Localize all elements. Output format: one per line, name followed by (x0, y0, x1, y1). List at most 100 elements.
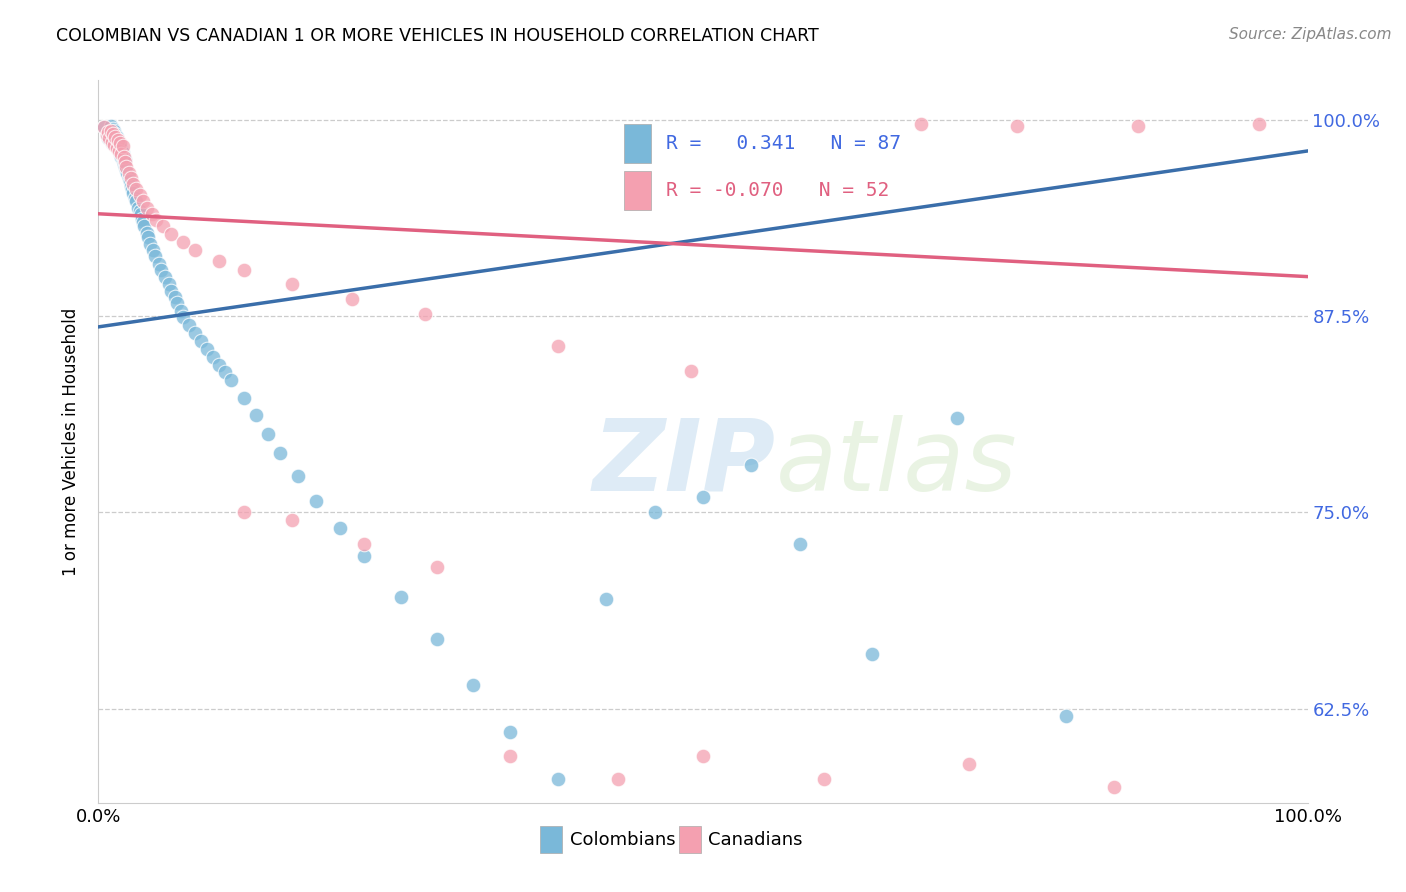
Point (125, 181, 148, 195)
Point (103, 123, 125, 137)
Bar (540, 826, 561, 854)
Point (114, 155, 136, 169)
Point (98, 123, 121, 137)
Point (269, 445, 291, 459)
Point (104, 129, 127, 144)
Point (111, 145, 134, 160)
Point (128, 203, 150, 218)
Point (256, 426, 278, 441)
Point (860, 647, 883, 661)
Text: R = -0.070   N = 52: R = -0.070 N = 52 (665, 181, 889, 200)
Point (498, 748, 520, 763)
Point (107, 133, 129, 147)
Point (108, 139, 131, 153)
Point (122, 177, 145, 191)
Point (110, 150, 132, 164)
Text: COLOMBIAN VS CANADIAN 1 OR MORE VEHICLES IN HOUSEHOLD CORRELATION CHART: COLOMBIAN VS CANADIAN 1 OR MORE VEHICLES… (56, 27, 818, 45)
Point (152, 219, 174, 234)
Point (118, 174, 141, 188)
Point (153, 269, 176, 284)
Point (97, 131, 120, 145)
Point (644, 505, 666, 519)
Point (208, 253, 231, 268)
Point (111, 139, 134, 153)
Point (107, 141, 129, 155)
Point (179, 318, 201, 333)
Point (1249, 117, 1271, 131)
Point (103, 137, 125, 152)
Point (287, 469, 309, 483)
Bar (679, 826, 700, 854)
Point (112, 150, 135, 164)
Point (281, 513, 304, 527)
Point (547, 339, 569, 353)
Point (692, 748, 714, 763)
Point (132, 214, 155, 228)
Point (115, 160, 138, 174)
Point (120, 170, 142, 185)
Point (157, 277, 180, 292)
Point (105, 141, 128, 155)
Point (107, 133, 129, 147)
Point (163, 290, 186, 304)
Point (114, 153, 136, 168)
Point (692, 490, 714, 504)
Point (607, 772, 630, 787)
Point (232, 505, 254, 519)
Point (101, 127, 124, 141)
Point (112, 156, 135, 170)
Point (172, 235, 194, 249)
Point (110, 147, 132, 161)
Point (195, 342, 218, 356)
Point (108, 136, 131, 150)
Point (136, 230, 159, 244)
Point (305, 494, 328, 508)
Point (135, 201, 157, 215)
Point (120, 178, 142, 193)
Point (96, 128, 118, 143)
Point (547, 772, 569, 787)
Point (1054, 709, 1077, 723)
Point (139, 236, 162, 251)
Point (221, 373, 243, 387)
Point (132, 194, 155, 209)
Point (232, 391, 254, 405)
Point (141, 207, 163, 221)
Point (128, 188, 150, 202)
Point (142, 243, 165, 257)
Point (124, 191, 146, 205)
Point (389, 590, 412, 604)
Point (110, 142, 132, 156)
Point (118, 170, 141, 185)
Point (214, 366, 236, 380)
Point (101, 128, 124, 143)
Point (145, 213, 167, 227)
Point (108, 144, 131, 158)
Point (93, 120, 115, 135)
Point (208, 358, 231, 372)
Point (342, 292, 364, 306)
Point (245, 408, 267, 422)
Point (104, 135, 127, 149)
Point (910, 117, 932, 131)
Point (143, 249, 166, 263)
Point (413, 307, 436, 321)
Point (100, 125, 122, 139)
Point (93, 120, 115, 135)
Point (190, 334, 212, 348)
Text: Colombians: Colombians (569, 830, 676, 848)
Point (740, 458, 762, 472)
Point (813, 772, 835, 787)
Point (150, 263, 173, 277)
Point (111, 153, 134, 168)
Bar (624, 124, 651, 163)
Point (118, 166, 141, 180)
Text: ZIP: ZIP (592, 415, 776, 512)
Point (1128, 119, 1150, 133)
Point (98, 131, 121, 145)
Text: R =   0.341   N = 87: R = 0.341 N = 87 (665, 134, 900, 153)
Point (117, 166, 139, 180)
Point (463, 678, 485, 692)
Point (184, 243, 207, 257)
Point (148, 257, 170, 271)
